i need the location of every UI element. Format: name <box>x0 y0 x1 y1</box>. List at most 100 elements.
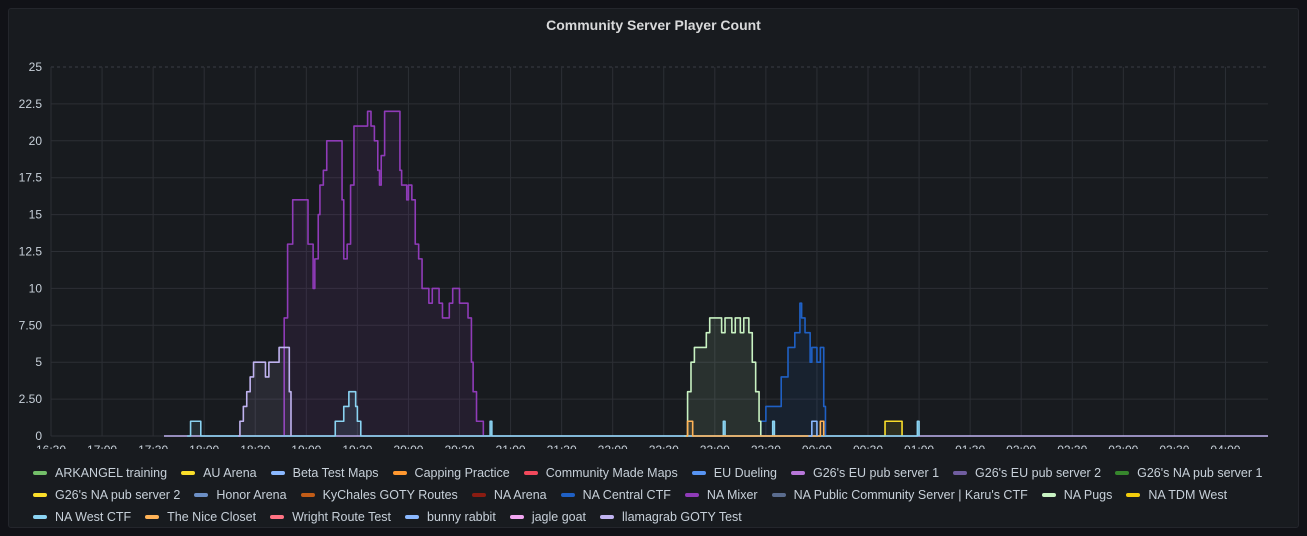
x-tick-label: 02:30 <box>1057 443 1087 449</box>
legend-label: G26's NA pub server 2 <box>55 488 181 502</box>
legend-item[interactable]: The Nice Closet <box>145 506 256 528</box>
legend-item[interactable]: ARKANGEL training <box>33 462 167 484</box>
chart-legend: ARKANGEL training AU Arena Beta Test Maps C… <box>33 462 1293 528</box>
legend-label: bunny rabbit <box>427 510 496 524</box>
legend-item[interactable]: Wright Route Test <box>270 506 391 528</box>
series-area <box>808 421 817 436</box>
legend-swatch <box>771 493 786 497</box>
y-tick-label: 22.5 <box>19 97 43 111</box>
legend-item[interactable]: NA Pugs <box>1041 484 1113 506</box>
legend-label: G26's EU pub server 1 <box>812 466 940 480</box>
x-tick-label: 16:30 <box>36 443 66 449</box>
legend-item[interactable]: G26's EU pub server 2 <box>953 462 1101 484</box>
series-area <box>879 421 903 436</box>
legend-swatch <box>509 515 524 519</box>
series-line <box>280 110 485 437</box>
legend-swatch <box>684 493 699 497</box>
x-tick-label: 19:30 <box>342 443 372 449</box>
legend-label: Honor Arena <box>216 488 287 502</box>
legend-label: NA Arena <box>493 488 547 502</box>
panel-title: Community Server Player Count <box>546 17 761 33</box>
legend-label: NA Central CTF <box>582 488 671 502</box>
x-tick-label: 23:30 <box>751 443 781 449</box>
series-line <box>238 346 292 437</box>
legend-item[interactable]: NA TDM West <box>1126 484 1227 506</box>
legend-swatch <box>33 493 47 497</box>
x-tick-label: 00:00 <box>802 443 832 449</box>
legend-item[interactable]: G26's NA pub server 1 <box>1115 462 1262 484</box>
legend-swatch <box>181 471 196 475</box>
legend-item[interactable]: Community Made Maps <box>523 462 678 484</box>
x-tick-label: 23:00 <box>700 443 730 449</box>
legend-item[interactable]: NA Mixer <box>684 484 758 506</box>
series-line <box>757 302 827 437</box>
legend-label: Community Made Maps <box>545 466 678 480</box>
legend-item[interactable]: NA Arena <box>471 484 547 506</box>
legend-label: AU Arena <box>203 466 257 480</box>
series-area <box>238 347 291 436</box>
legend-label: Wright Route Test <box>292 510 391 524</box>
x-tick-label: 01:00 <box>904 443 934 449</box>
legend-item[interactable]: NA Public Community Server | Karu's CTF <box>771 484 1028 506</box>
legend-label: The Nice Closet <box>167 510 257 524</box>
legend-item[interactable]: llamagrab GOTY Test <box>600 506 742 528</box>
legend-item[interactable]: EU Dueling <box>691 462 777 484</box>
legend-label: NA Pugs <box>1063 488 1113 502</box>
x-tick-label: 19:00 <box>291 443 321 449</box>
legend-label: llamagrab GOTY Test <box>622 510 742 524</box>
legend-swatch <box>1041 493 1056 497</box>
legend-label: NA Public Community Server | Karu's CTF <box>793 488 1028 502</box>
x-tick-label: 01:30 <box>955 443 985 449</box>
legend-item[interactable]: NA Central CTF <box>560 484 671 506</box>
y-tick-label: 17.5 <box>19 171 43 185</box>
legend-item[interactable]: Beta Test Maps <box>270 462 379 484</box>
y-tick-label: 2.50 <box>19 392 43 406</box>
y-tick-label: 0 <box>35 429 42 443</box>
legend-swatch <box>600 515 615 519</box>
legend-swatch <box>471 493 486 497</box>
series-area <box>684 317 761 436</box>
legend-swatch <box>405 515 419 519</box>
legend-swatch <box>953 471 968 475</box>
x-tick-label: 18:30 <box>240 443 270 449</box>
legend-swatch <box>270 471 285 475</box>
legend-swatch <box>270 515 285 519</box>
legend-item[interactable]: KyChales GOTY Routes <box>300 484 458 506</box>
legend-item[interactable]: AU Arena <box>181 462 257 484</box>
x-tick-label: 00:30 <box>853 443 883 449</box>
series-line <box>684 317 762 437</box>
chart-panel: Community Server Player Count 0 2.50 5 7.50… <box>8 8 1299 528</box>
x-tick-label: 22:30 <box>649 443 679 449</box>
legend-item[interactable]: G26's NA pub server 2 <box>33 484 180 506</box>
y-tick-label: 7.50 <box>19 318 43 332</box>
legend-item[interactable]: NA West CTF <box>33 506 131 528</box>
y-tick-label: 15 <box>29 208 43 222</box>
y-tick-label: 25 <box>29 60 43 74</box>
y-tick-label: 5 <box>35 355 42 369</box>
x-tick-label: 20:00 <box>393 443 423 449</box>
series-area <box>757 303 826 436</box>
legend-swatch <box>33 471 47 475</box>
x-tick-label: 17:30 <box>138 443 168 449</box>
series-line <box>685 420 825 437</box>
y-tick-label: 10 <box>29 281 43 295</box>
legend-item[interactable]: bunny rabbit <box>405 506 496 528</box>
legend-swatch <box>691 471 706 475</box>
legend-item[interactable]: jagle goat <box>509 506 586 528</box>
legend-item[interactable]: G26's EU pub server 1 <box>790 462 940 484</box>
legend-swatch <box>33 515 47 519</box>
legend-item[interactable]: Honor Arena <box>194 484 287 506</box>
legend-label: NA West CTF <box>55 510 132 524</box>
line-chart: 0 2.50 5 7.50 10 12.5 15 17.5 20 22.5 25 16:30 17:00… <box>19 60 1268 449</box>
legend-swatch <box>145 515 160 519</box>
legend-swatch <box>300 493 315 497</box>
legend-swatch <box>1126 493 1141 497</box>
legend-label: Beta Test Maps <box>292 466 379 480</box>
series-line <box>187 390 920 437</box>
y-tick-label: 20 <box>29 134 43 148</box>
x-tick-label: 22:00 <box>598 443 628 449</box>
legend-item[interactable]: Capping Practice <box>392 462 510 484</box>
legend-swatch <box>790 471 805 475</box>
x-tick-label: 02:00 <box>1006 443 1036 449</box>
legend-label: G26's NA pub server 1 <box>1137 466 1263 480</box>
